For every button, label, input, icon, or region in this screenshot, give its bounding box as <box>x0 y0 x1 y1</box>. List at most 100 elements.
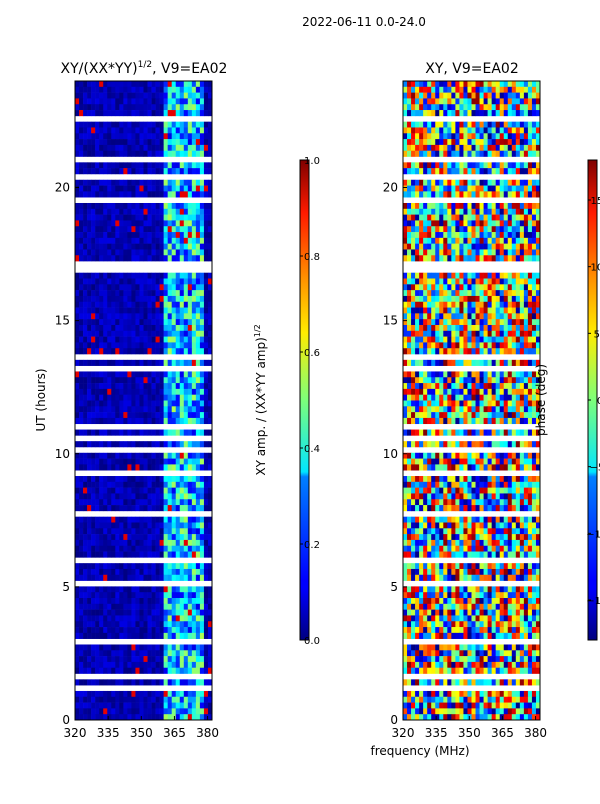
amp-heat-cell <box>188 203 192 209</box>
phase-heat-cell <box>524 87 528 93</box>
amp-heat-cell <box>168 592 172 598</box>
phase-heat-cell <box>480 145 484 151</box>
phase-heat-cell <box>443 331 447 337</box>
amp-heat-cell <box>156 104 160 110</box>
phase-heat-cell <box>476 127 480 133</box>
phase-heat-cell <box>415 162 419 168</box>
phase-heat-cell <box>447 430 451 436</box>
amp-heat-cell <box>172 127 176 133</box>
amp-heat-cell <box>99 697 103 703</box>
amp-heat-cell <box>103 703 107 709</box>
amp-heat-cell <box>111 279 115 285</box>
amp-heat-cell <box>172 110 176 116</box>
amp-heat-cell <box>184 186 188 192</box>
amp-heat-cell <box>144 244 148 250</box>
amp-heat-cell <box>103 679 107 685</box>
phase-heat-cell <box>431 133 435 139</box>
phase-heat-cell <box>484 249 488 255</box>
amp-heat-cell <box>87 302 91 308</box>
phase-heat-cell <box>488 290 492 296</box>
phase-heat-cell <box>512 238 516 244</box>
amp-heat-cell <box>79 522 83 528</box>
phase-heat-cell <box>504 215 508 221</box>
amp-heat-cell <box>148 488 152 494</box>
phase-heat-cell <box>492 296 496 302</box>
phase-heat-cell <box>419 220 423 226</box>
phase-heat-cell <box>484 412 488 418</box>
amp-heat-cell <box>127 180 131 186</box>
phase-heat-cell <box>423 145 427 151</box>
phase-heat-cell <box>431 122 435 128</box>
amp-heat-cell <box>188 325 192 331</box>
amp-heat-cell <box>103 302 107 308</box>
phase-heat-cell <box>427 360 431 366</box>
phase-heat-cell <box>431 302 435 308</box>
amp-heat-cell <box>139 610 143 616</box>
phase-heat-cell <box>492 180 496 186</box>
amp-heat-cell <box>192 691 196 697</box>
phase-heat-cell <box>516 308 520 314</box>
amp-heat-cell <box>83 186 87 192</box>
amp-heat-cell <box>119 273 123 279</box>
phase-heat-cell <box>451 401 455 407</box>
phase-heat-cell <box>516 145 520 151</box>
amp-heat-cell <box>144 610 148 616</box>
amp-heat-cell <box>123 662 127 668</box>
phase-heat-cell <box>439 215 443 221</box>
amp-heat-cell <box>91 255 95 261</box>
amp-heat-cell <box>107 139 111 145</box>
phase-heat-cell <box>524 215 528 221</box>
amp-heat-cell <box>152 586 156 592</box>
amp-heat-cell <box>115 569 119 575</box>
phase-heat-cell <box>512 284 516 290</box>
amp-heat-cell <box>79 273 83 279</box>
amp-heat-cell <box>119 703 123 709</box>
amp-heat-cell <box>148 302 152 308</box>
amp-heat-cell <box>196 395 200 401</box>
phase-heat-cell <box>472 133 476 139</box>
phase-heat-cell <box>480 209 484 215</box>
amp-heat-cell <box>152 145 156 151</box>
amp-heat-cell <box>75 401 79 407</box>
amp-heat-cell <box>196 656 200 662</box>
phase-heat-cell <box>419 284 423 290</box>
phase-heat-cell <box>467 191 471 197</box>
amp-heat-cell <box>160 418 164 424</box>
amp-heat-cell <box>180 122 184 128</box>
phase-heat-cell <box>484 180 488 186</box>
phase-heat-cell <box>439 232 443 238</box>
phase-heat-cell <box>431 127 435 133</box>
phase-heat-cell <box>480 284 484 290</box>
phase-heat-cell <box>476 302 480 308</box>
phase-heat-cell <box>476 290 480 296</box>
amp-heat-cell <box>144 342 148 348</box>
phase-heat-cell <box>455 110 459 116</box>
amp-heat-cell <box>144 168 148 174</box>
phase-heat-cell <box>435 313 439 319</box>
amp-heat-cell <box>127 98 131 104</box>
amp-heat-cell <box>139 697 143 703</box>
amp-heat-cell <box>144 348 148 354</box>
amp-heat-cell <box>75 186 79 192</box>
phase-heat-cell <box>516 249 520 255</box>
amp-heat-cell <box>164 430 168 436</box>
phase-heat-cell <box>508 122 512 128</box>
phase-heat-cell <box>508 430 512 436</box>
phase-heat-cell <box>500 284 504 290</box>
phase-heat-cell <box>512 191 516 197</box>
amp-heat-cell <box>79 319 83 325</box>
phase-heat-cell <box>443 302 447 308</box>
phase-heat-cell <box>439 453 443 459</box>
phase-heat-cell <box>484 244 488 250</box>
phase-heat-cell <box>496 308 500 314</box>
amp-heat-cell <box>196 290 200 296</box>
amp-heat-cell <box>196 406 200 412</box>
amp-heat-cell <box>99 104 103 110</box>
amp-heat-cell <box>148 662 152 668</box>
phase-heat-cell <box>484 348 488 354</box>
amp-heat-cell <box>204 302 208 308</box>
amp-heat-cell <box>131 604 135 610</box>
phase-heat-cell <box>488 209 492 215</box>
amp-colorbar-tick-label: 0.4 <box>304 444 320 455</box>
amp-heat-cell <box>188 377 192 383</box>
